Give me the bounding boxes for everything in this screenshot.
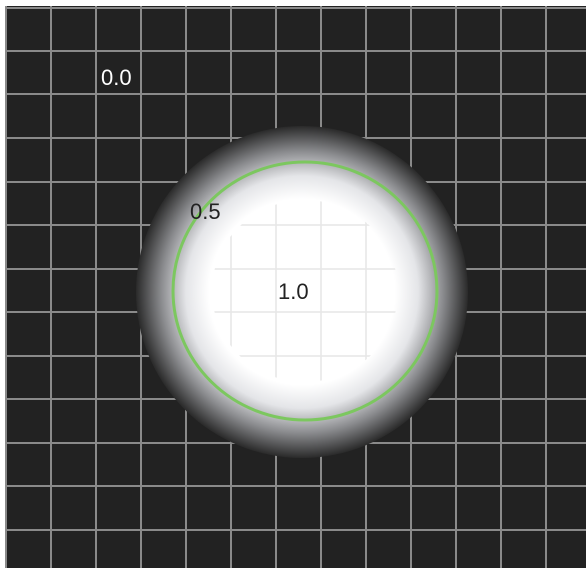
half-value-contour: [171, 160, 439, 422]
mid-value-label: 0.5: [190, 199, 221, 224]
inner-faint-grid: [212, 200, 398, 382]
falloff-gradient-disc: [136, 126, 468, 458]
center-value-label: 1.0: [278, 279, 309, 304]
outer-value-label: 0.0: [101, 65, 132, 90]
